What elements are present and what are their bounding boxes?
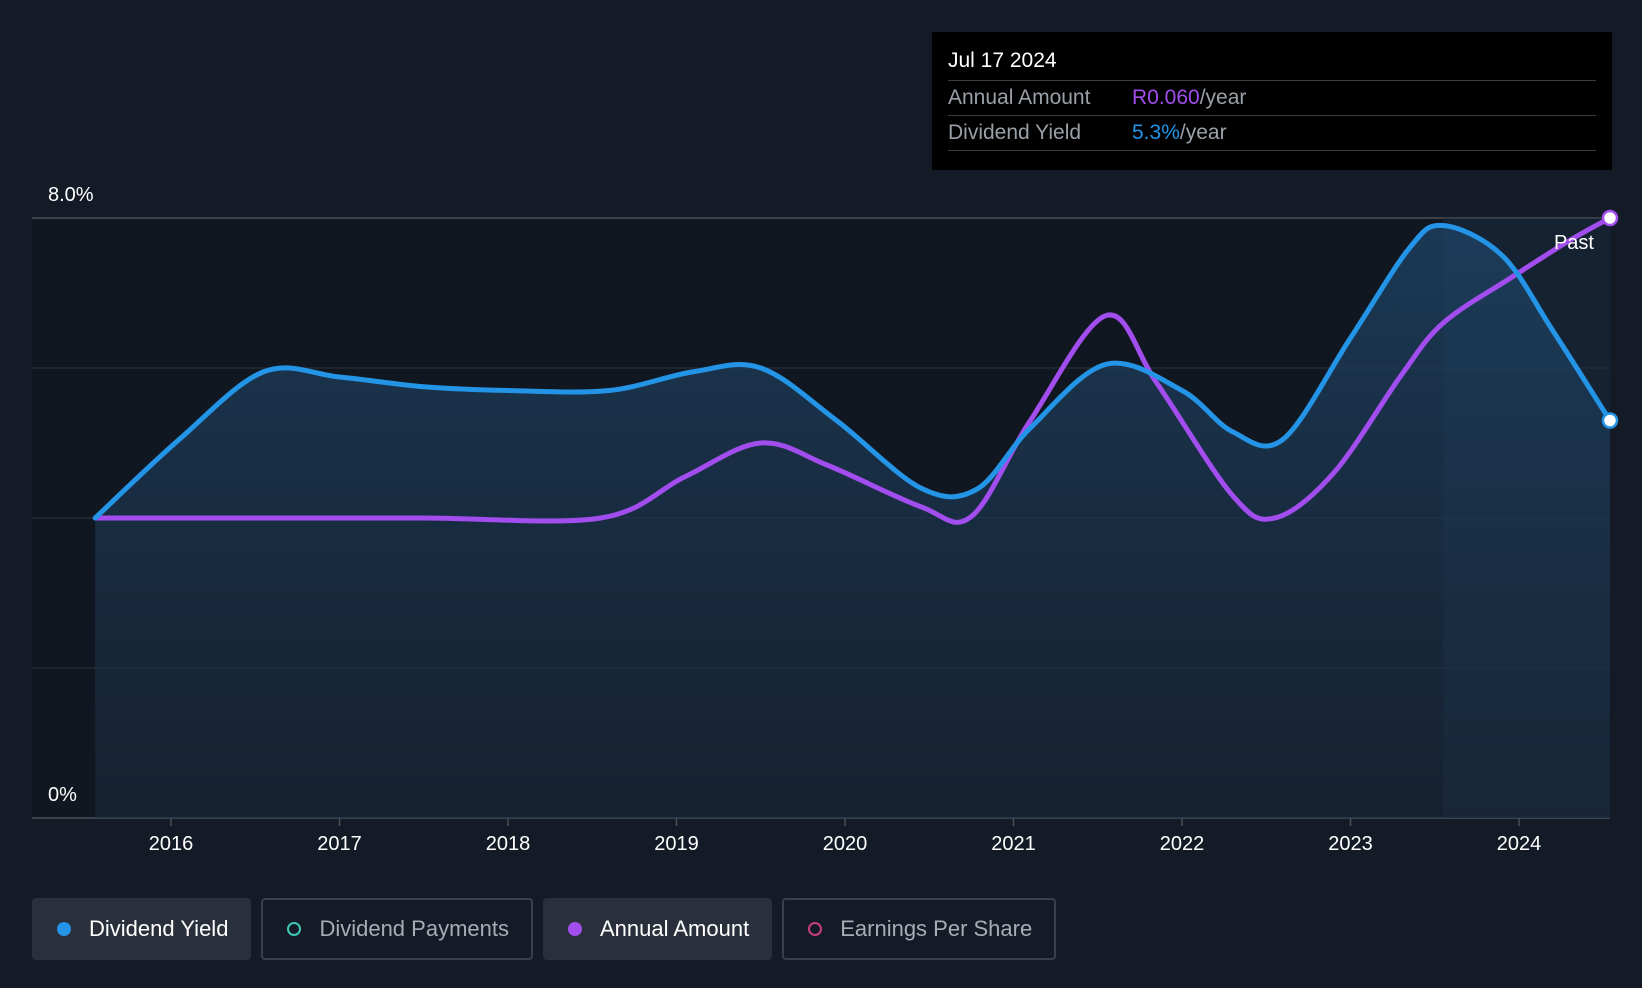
tooltip-value: R0.060 xyxy=(1132,86,1200,109)
x-tick-label: 2018 xyxy=(486,833,531,855)
legend-annual-amount-button[interactable]: Annual Amount xyxy=(542,898,773,960)
legend-dot-icon xyxy=(57,922,71,936)
x-tick-label: 2017 xyxy=(317,833,362,855)
x-tick-label: 2022 xyxy=(1160,833,1205,855)
dividend-chart: 8.0% 0% Past 2016 2017 2018 2019 2020 2021 202… xyxy=(32,184,1619,855)
dividend-yield-end-point xyxy=(1601,412,1619,429)
tooltip-unit: /year xyxy=(1199,86,1247,109)
x-tick-label: 2021 xyxy=(991,833,1036,855)
tooltip: Jul 17 2024 Annual Amount R0.060 /year D… xyxy=(932,32,1612,170)
x-tick-label: 2023 xyxy=(1328,833,1373,855)
past-label: Past xyxy=(1554,232,1594,254)
y-tick-label-bottom: 0% xyxy=(48,784,77,806)
tooltip-label: Annual Amount xyxy=(948,86,1091,109)
tooltip-unit: /year xyxy=(1179,121,1227,144)
legend-label: Dividend Payments xyxy=(319,916,509,941)
annual-amount-end-point xyxy=(1601,209,1619,227)
tooltip-date: Jul 17 2024 xyxy=(948,49,1057,72)
annual-amount-line xyxy=(92,215,1613,525)
legend-ring-icon xyxy=(808,922,823,936)
legend-label: Dividend Yield xyxy=(89,916,229,941)
tooltip-row-annual-amount: Annual Amount R0.060 /year xyxy=(948,80,1596,115)
legend-earnings-per-share-button[interactable]: Earnings Per Share xyxy=(782,898,1057,960)
legend-ring-icon xyxy=(287,922,302,936)
x-tick-label: 2019 xyxy=(654,833,699,855)
legend-dividend-payments-button[interactable]: Dividend Payments xyxy=(261,898,533,960)
legend-label: Earnings Per Share xyxy=(840,916,1033,941)
x-tick-label: 2016 xyxy=(149,833,194,855)
y-tick-label-top: 8.0% xyxy=(48,184,94,206)
legend-dividend-yield-button[interactable]: Dividend Yield xyxy=(32,898,252,960)
x-tick-label: 2024 xyxy=(1497,833,1542,855)
legend-label: Annual Amount xyxy=(599,916,750,941)
tooltip-label: Dividend Yield xyxy=(948,121,1082,144)
legend: Dividend Yield Dividend Payments Annual … xyxy=(32,898,1057,960)
x-tick-label: 2020 xyxy=(823,833,868,855)
legend-dot-icon xyxy=(567,922,582,936)
dividend-yield-line xyxy=(92,222,1613,521)
dividend-yield-area xyxy=(95,225,1610,818)
tooltip-row-dividend-yield: Dividend Yield 5.3% /year xyxy=(948,115,1596,151)
tooltip-value: 5.3% xyxy=(1132,121,1180,144)
